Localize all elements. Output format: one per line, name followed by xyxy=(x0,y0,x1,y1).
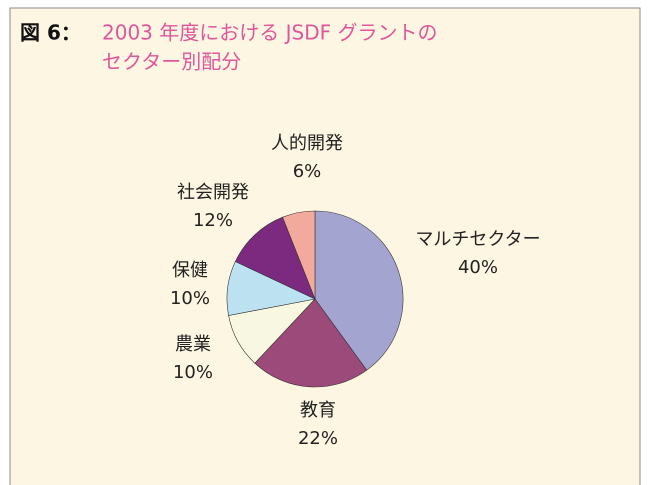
slice-label: 農業 xyxy=(175,334,211,355)
slice-value-label: 22% xyxy=(298,428,338,449)
pie-slice xyxy=(282,210,316,300)
pie-slice xyxy=(234,216,316,300)
slice-label: 保健 xyxy=(172,260,208,281)
chart-title: 2003 年度における JSDF グラントの xyxy=(102,21,437,45)
slice-label: 人的開発 xyxy=(271,133,343,154)
slice-value-label: 6% xyxy=(293,161,322,182)
slice-label: マルチセクター xyxy=(415,229,540,250)
pie-slice xyxy=(314,210,404,371)
slice-value-label: 12% xyxy=(193,210,233,231)
figure-label: 図 6： xyxy=(20,21,81,45)
slice-label: 社会開発 xyxy=(177,182,249,203)
chart-title: セクター別配分 xyxy=(102,50,241,74)
slice-value-label: 10% xyxy=(170,288,210,309)
slice-label: 教育 xyxy=(300,400,336,421)
slice-value-label: 10% xyxy=(173,362,213,383)
pie-slice xyxy=(254,298,368,388)
slice-value-label: 40% xyxy=(458,257,498,278)
